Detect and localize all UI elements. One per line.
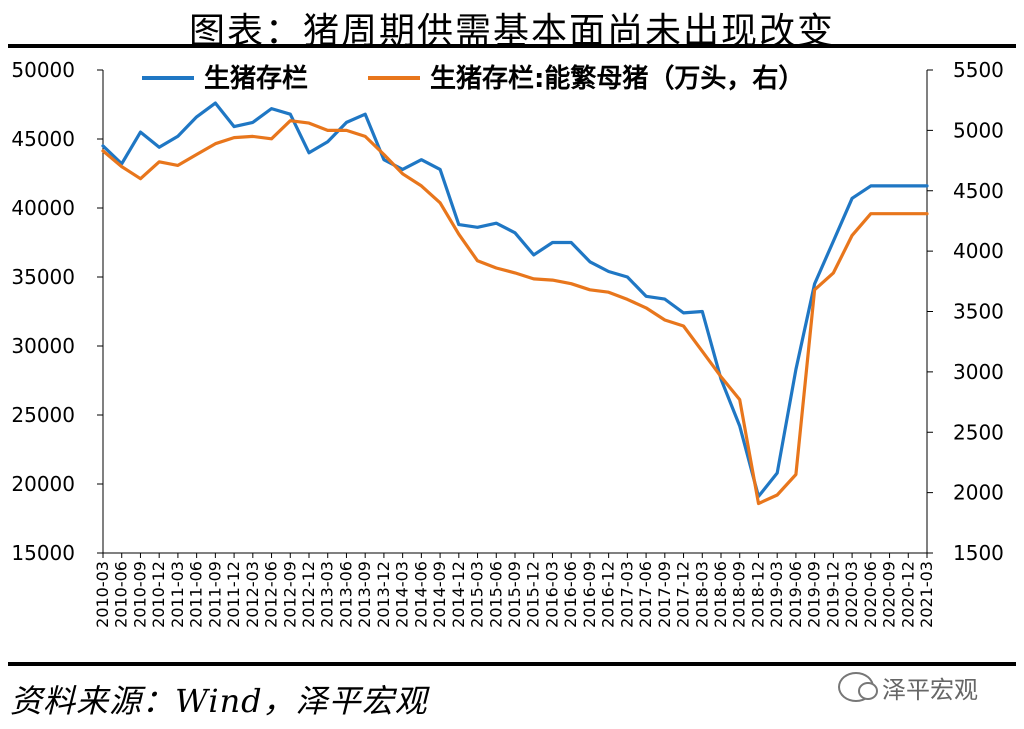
x-tick-label: 2011-09 xyxy=(205,561,224,628)
x-tick-label: 2012-06 xyxy=(262,561,281,628)
x-tick-label: 2013-03 xyxy=(318,561,337,628)
chart-canvas: 15000 20000 25000 30000 35000 40000 45000 50000… xyxy=(11,58,1004,628)
y-right-tick-label: 5000 xyxy=(953,118,1004,142)
x-tick-label: 2013-12 xyxy=(374,561,393,628)
x-tick-label: 2018-09 xyxy=(730,561,749,628)
watermark-text: 泽平宏观 xyxy=(882,675,978,704)
x-tick-label: 2010-03 xyxy=(93,561,112,628)
y-right-tick-label: 3500 xyxy=(953,300,1004,324)
y-left-tick-label: 40000 xyxy=(11,196,75,220)
x-tick-label: 2016-12 xyxy=(599,561,618,628)
y-right-tick-label: 5500 xyxy=(953,58,1004,82)
x-tick-label: 2017-12 xyxy=(674,561,693,628)
y-left-tick-label: 30000 xyxy=(11,334,75,358)
axes: 15000 20000 25000 30000 35000 40000 45000 50000… xyxy=(11,58,1004,628)
x-tick-label: 2010-12 xyxy=(149,561,168,628)
x-tick-label: 2014-06 xyxy=(411,561,430,628)
x-tick-label: 2020-03 xyxy=(842,561,861,628)
legend: 生猪存栏 生猪存栏:能繁母猪（万头，右） xyxy=(142,63,804,94)
x-tick-label: 2017-03 xyxy=(617,561,636,628)
x-tick-label: 2013-06 xyxy=(336,561,355,628)
watermark: 泽平宏观 xyxy=(838,670,978,704)
x-tick-label: 2019-06 xyxy=(786,561,805,628)
x-tick-label: 2016-03 xyxy=(542,561,561,628)
x-tick-label: 2015-12 xyxy=(524,561,543,628)
y-left-tick-label: 25000 xyxy=(11,403,75,427)
x-tick-label: 2012-09 xyxy=(280,561,299,628)
x-tick-label: 2020-06 xyxy=(861,561,880,628)
x-tick-label: 2014-03 xyxy=(393,561,412,628)
x-tick-label: 2011-12 xyxy=(224,561,243,628)
y-left-tick-label: 15000 xyxy=(11,541,75,565)
x-tick-label: 2020-12 xyxy=(898,561,917,628)
wechat-icon xyxy=(838,672,878,702)
series-line-hog-inventory xyxy=(101,101,929,498)
series-group xyxy=(101,101,929,506)
x-tick-label: 2017-09 xyxy=(655,561,674,628)
y-right-tick-label: 4000 xyxy=(953,239,1004,263)
x-tick-label: 2013-09 xyxy=(355,561,374,628)
y-right-tick-label: 2500 xyxy=(953,420,1004,444)
x-tick-label: 2014-12 xyxy=(449,561,468,628)
series-line-sow-inventory xyxy=(101,119,929,506)
x-tick-label: 2015-06 xyxy=(486,561,505,628)
x-tick-label: 2012-12 xyxy=(299,561,318,628)
y-left-tick-label: 35000 xyxy=(11,265,75,289)
legend-label: 生猪存栏:能繁母猪（万头，右） xyxy=(430,63,804,94)
y-right-tick-label: 3000 xyxy=(953,360,1004,384)
y-left-tick-label: 50000 xyxy=(11,58,75,82)
x-tick-label: 2019-12 xyxy=(823,561,842,628)
x-tick-label: 2019-09 xyxy=(805,561,824,628)
x-tick-label: 2018-06 xyxy=(711,561,730,628)
x-tick-label: 2019-03 xyxy=(767,561,786,628)
y-left-tick-label: 20000 xyxy=(11,472,75,496)
x-tick-label: 2020-09 xyxy=(880,561,899,628)
x-tick-label: 2017-06 xyxy=(636,561,655,628)
x-tick-label: 2021-03 xyxy=(917,561,936,628)
y-right-tick-label: 2000 xyxy=(953,481,1004,505)
x-tick-label: 2015-09 xyxy=(505,561,524,628)
source-note: 资料来源：Wind，泽平宏观 xyxy=(10,682,428,720)
y-right-tick-label: 4500 xyxy=(953,179,1004,203)
x-tick-label: 2018-03 xyxy=(692,561,711,628)
x-tick-label: 2016-06 xyxy=(561,561,580,628)
top-rule xyxy=(8,44,1016,48)
x-tick-label: 2010-09 xyxy=(130,561,149,628)
x-tick-label: 2015-03 xyxy=(468,561,487,628)
x-tick-label: 2010-06 xyxy=(112,561,131,628)
y-right-tick-label: 1500 xyxy=(953,541,1004,565)
legend-label: 生猪存栏 xyxy=(204,64,308,94)
y-left-tick-label: 45000 xyxy=(11,127,75,151)
x-tick-label: 2011-03 xyxy=(168,561,187,628)
x-tick-label: 2014-09 xyxy=(430,561,449,628)
x-tick-label: 2018-12 xyxy=(748,561,767,628)
x-tick-label: 2016-09 xyxy=(580,561,599,628)
bottom-rule xyxy=(8,662,1016,666)
x-tick-label: 2012-03 xyxy=(243,561,262,628)
x-tick-label: 2011-06 xyxy=(187,561,206,628)
